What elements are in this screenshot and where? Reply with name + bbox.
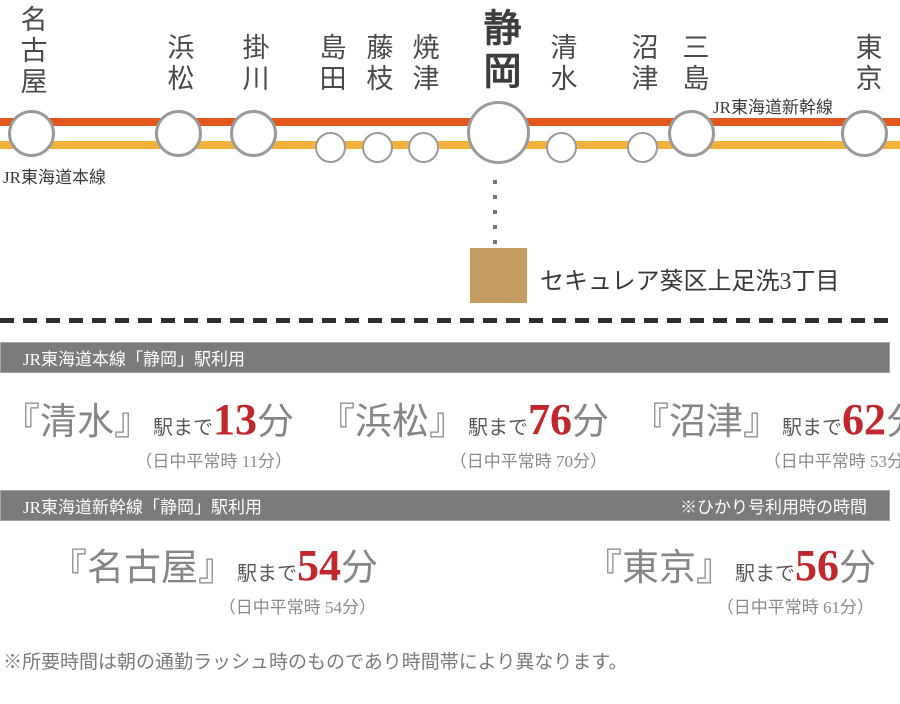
time-entry-station: 『名古屋』	[50, 548, 235, 589]
time-entry-minutes: 76	[528, 395, 572, 444]
station-circle-mishima	[668, 110, 715, 157]
property-name-label: セキュレア葵区上足洗3丁目	[540, 269, 840, 295]
time-entry-daytime: （日中平常時 54分）	[218, 598, 376, 618]
station-label-mishima: 三島	[678, 33, 709, 95]
shinkansen-line-name-label: JR東海道新幹線	[713, 98, 833, 117]
station-label-yaizu: 焼津	[408, 33, 439, 95]
shinkansen-line	[0, 118, 900, 126]
station-circle-nagoya	[8, 110, 55, 157]
station-circle-kakegawa	[230, 110, 277, 157]
property-dotted-connector	[493, 180, 497, 246]
time-entry-unit: 分	[572, 402, 609, 443]
station-circle-fujieda	[362, 132, 393, 163]
time-entry-hamamatsu: 『浜松』 駅まで 76 分 （日中平常時 70分）	[318, 395, 609, 472]
time-entry-main: 『沼津』 駅まで 62 分	[632, 395, 900, 444]
time-entry-minutes: 62	[842, 395, 886, 444]
time-entry-daytime: （日中平常時 70分）	[449, 452, 607, 472]
station-label-kakegawa: 掛川	[238, 33, 269, 95]
time-entry-station: 『沼津』	[632, 402, 780, 443]
time-entry-prefix: 駅まで	[735, 563, 795, 585]
time-entry-station: 『清水』	[3, 402, 151, 443]
time-entry-main: 『清水』 駅まで 13 分	[3, 395, 294, 444]
time-entry-minutes: 13	[213, 395, 257, 444]
section-header-mainline-title: JR東海道本線「静岡」駅利用	[23, 350, 245, 369]
time-entry-unit: 分	[839, 548, 876, 589]
section-header-mainline: JR東海道本線「静岡」駅利用	[0, 342, 890, 373]
main-line-name-label: JR東海道本線	[3, 168, 106, 187]
time-entry-shimizu: 『清水』 駅まで 13 分 （日中平常時 11分）	[3, 395, 294, 472]
dashed-separator	[0, 318, 890, 323]
section-header-shinkansen-note: ※ひかり号利用時の時間	[680, 498, 867, 517]
station-label-tokyo: 東京	[851, 33, 882, 95]
time-entry-prefix: 駅まで	[782, 417, 842, 439]
time-entry-station: 『東京』	[585, 548, 733, 589]
station-label-numazu: 沼津	[627, 33, 658, 95]
time-entry-unit: 分	[341, 548, 378, 589]
time-entry-nagoya: 『名古屋』 駅まで 54 分 （日中平常時 54分）	[50, 541, 378, 618]
time-entry-main: 『名古屋』 駅まで 54 分	[50, 541, 378, 590]
time-entry-daytime: （日中平常時 61分）	[716, 598, 874, 618]
property-square-marker	[470, 248, 527, 303]
time-entry-tokyo: 『東京』 駅まで 56 分 （日中平常時 61分）	[585, 541, 876, 618]
station-circle-hamamatsu	[155, 110, 202, 157]
station-circle-yaizu	[408, 132, 439, 163]
time-entry-station: 『浜松』	[318, 402, 466, 443]
station-circle-shimizu	[546, 132, 577, 163]
section-header-shinkansen-title: JR東海道新幹線「静岡」駅利用	[23, 498, 262, 517]
time-entry-unit: 分	[886, 402, 900, 444]
time-entry-minutes: 56	[795, 541, 839, 590]
time-entry-main: 『東京』 駅まで 56 分	[585, 541, 876, 590]
time-entry-daytime: （日中平常時 11分）	[135, 452, 292, 472]
time-entry-unit: 分	[257, 402, 294, 443]
station-circle-shizuoka	[467, 101, 530, 164]
station-label-shimada: 島田	[315, 33, 346, 95]
section-header-shinkansen: JR東海道新幹線「静岡」駅利用 ※ひかり号利用時の時間	[0, 490, 890, 521]
station-circle-shimada	[315, 132, 346, 163]
time-entry-prefix: 駅まで	[153, 417, 213, 439]
footnote: ※所要時間は朝の通勤ラッシュ時のものであり時間帯により異なります。	[3, 652, 628, 673]
time-entry-prefix: 駅まで	[237, 563, 297, 585]
station-label-hamamatsu: 浜松	[163, 33, 194, 95]
time-entry-daytime: （日中平常時 53分）	[763, 452, 900, 472]
time-entry-main: 『浜松』 駅まで 76 分	[318, 395, 609, 444]
station-circle-numazu	[627, 132, 658, 163]
station-circle-tokyo	[841, 110, 888, 157]
station-label-nagoya: 名古屋	[16, 5, 47, 98]
time-entry-numazu: 『沼津』 駅まで 62 分 （日中平常時 53分）	[632, 395, 900, 472]
time-entry-prefix: 駅まで	[468, 417, 528, 439]
station-label-fujieda: 藤枝	[362, 33, 393, 95]
time-entry-minutes: 54	[297, 541, 341, 590]
main-line	[0, 141, 900, 149]
station-label-shimizu: 清水	[546, 33, 577, 95]
station-label-shizuoka: 静岡	[477, 8, 519, 94]
